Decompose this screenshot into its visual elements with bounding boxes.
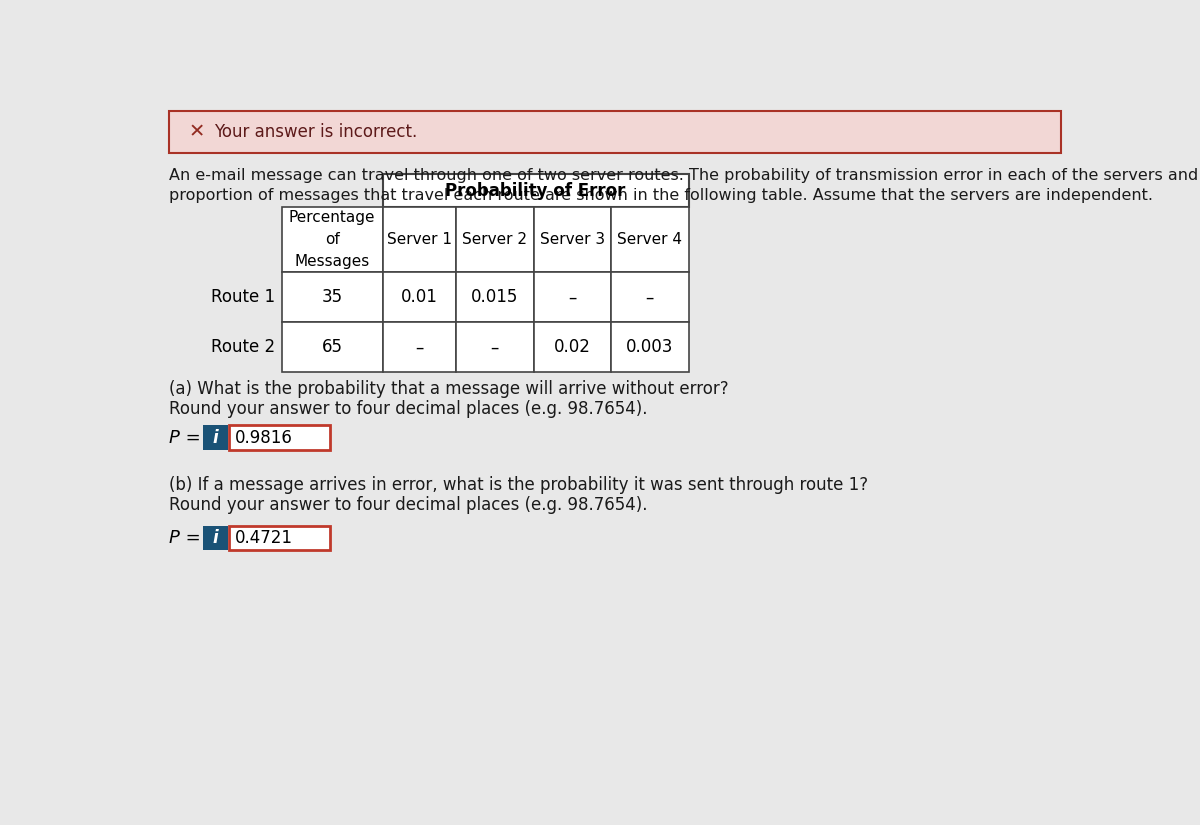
Bar — [383, 174, 689, 207]
Text: 35: 35 — [322, 288, 343, 306]
Text: –: – — [646, 288, 654, 306]
Text: ✕: ✕ — [188, 122, 205, 141]
Bar — [456, 207, 534, 272]
Text: (a) What is the probability that a message will arrive without error?: (a) What is the probability that a messa… — [169, 380, 730, 398]
Text: 0.003: 0.003 — [626, 338, 673, 356]
Text: –: – — [491, 338, 499, 356]
Text: Route 2: Route 2 — [211, 338, 276, 356]
Text: Route 1: Route 1 — [211, 288, 276, 306]
Bar — [534, 323, 611, 372]
Bar — [203, 426, 228, 450]
Bar — [282, 207, 383, 272]
Text: Server 3: Server 3 — [540, 232, 605, 247]
Text: Server 2: Server 2 — [462, 232, 527, 247]
Text: 0.01: 0.01 — [401, 288, 438, 306]
Bar — [169, 111, 1061, 153]
Bar — [282, 272, 383, 323]
Text: Server 4: Server 4 — [617, 232, 683, 247]
Bar — [534, 207, 611, 272]
Text: P =: P = — [169, 529, 202, 547]
Text: 0.4721: 0.4721 — [235, 529, 293, 547]
Bar — [383, 207, 456, 272]
Text: P =: P = — [169, 429, 202, 447]
Text: –: – — [415, 338, 424, 356]
Bar — [282, 323, 383, 372]
Bar — [229, 526, 330, 550]
Text: 65: 65 — [322, 338, 343, 356]
Bar — [456, 272, 534, 323]
Bar — [534, 272, 611, 323]
Text: Percentage
of
Messages: Percentage of Messages — [289, 210, 376, 269]
Bar — [611, 323, 689, 372]
Text: –: – — [568, 288, 576, 306]
Bar — [456, 323, 534, 372]
Bar — [383, 272, 456, 323]
Bar — [203, 526, 228, 550]
Text: Round your answer to four decimal places (e.g. 98.7654).: Round your answer to four decimal places… — [169, 400, 648, 418]
Text: Your answer is incorrect.: Your answer is incorrect. — [214, 123, 416, 141]
Bar — [383, 323, 456, 372]
Text: 0.015: 0.015 — [472, 288, 518, 306]
Text: Server 1: Server 1 — [386, 232, 452, 247]
Text: 0.02: 0.02 — [554, 338, 590, 356]
Bar — [229, 426, 330, 450]
Text: Round your answer to four decimal places (e.g. 98.7654).: Round your answer to four decimal places… — [169, 497, 648, 514]
Text: An e-mail message can travel through one of two server routes. The probability o: An e-mail message can travel through one… — [169, 168, 1200, 183]
Text: 0.9816: 0.9816 — [235, 429, 293, 447]
Text: i: i — [212, 529, 218, 547]
Text: i: i — [212, 429, 218, 447]
Text: proportion of messages that travel each route are shown in the following table. : proportion of messages that travel each … — [169, 187, 1153, 203]
Text: (b) If a message arrives in error, what is the probability it was sent through r: (b) If a message arrives in error, what … — [169, 476, 869, 494]
Bar — [611, 272, 689, 323]
Bar — [611, 207, 689, 272]
Text: Probability of Error: Probability of Error — [445, 182, 625, 200]
